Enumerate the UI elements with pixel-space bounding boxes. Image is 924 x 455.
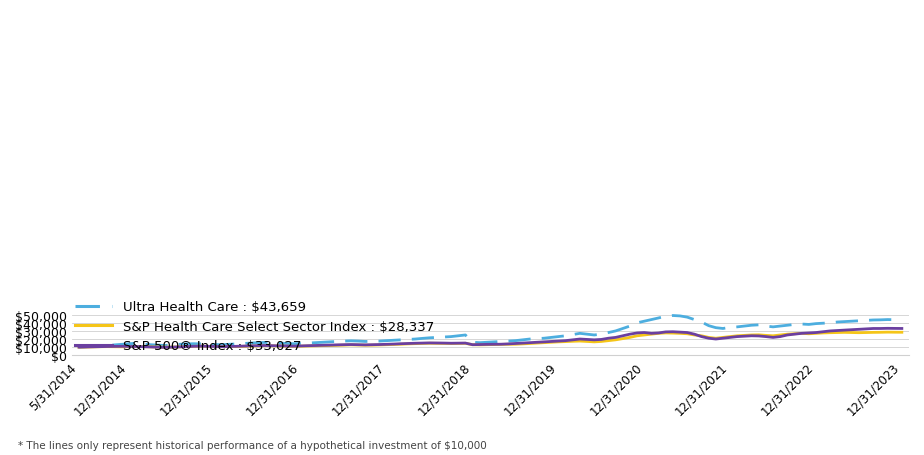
Text: * The lines only represent historical performance of a hypothetical investment o: * The lines only represent historical pe…: [18, 440, 487, 450]
Legend: Ultra Health Care : $43,659, S&P Health Care Select Sector Index : $28,337, S&P : Ultra Health Care : $43,659, S&P Health …: [70, 295, 440, 358]
